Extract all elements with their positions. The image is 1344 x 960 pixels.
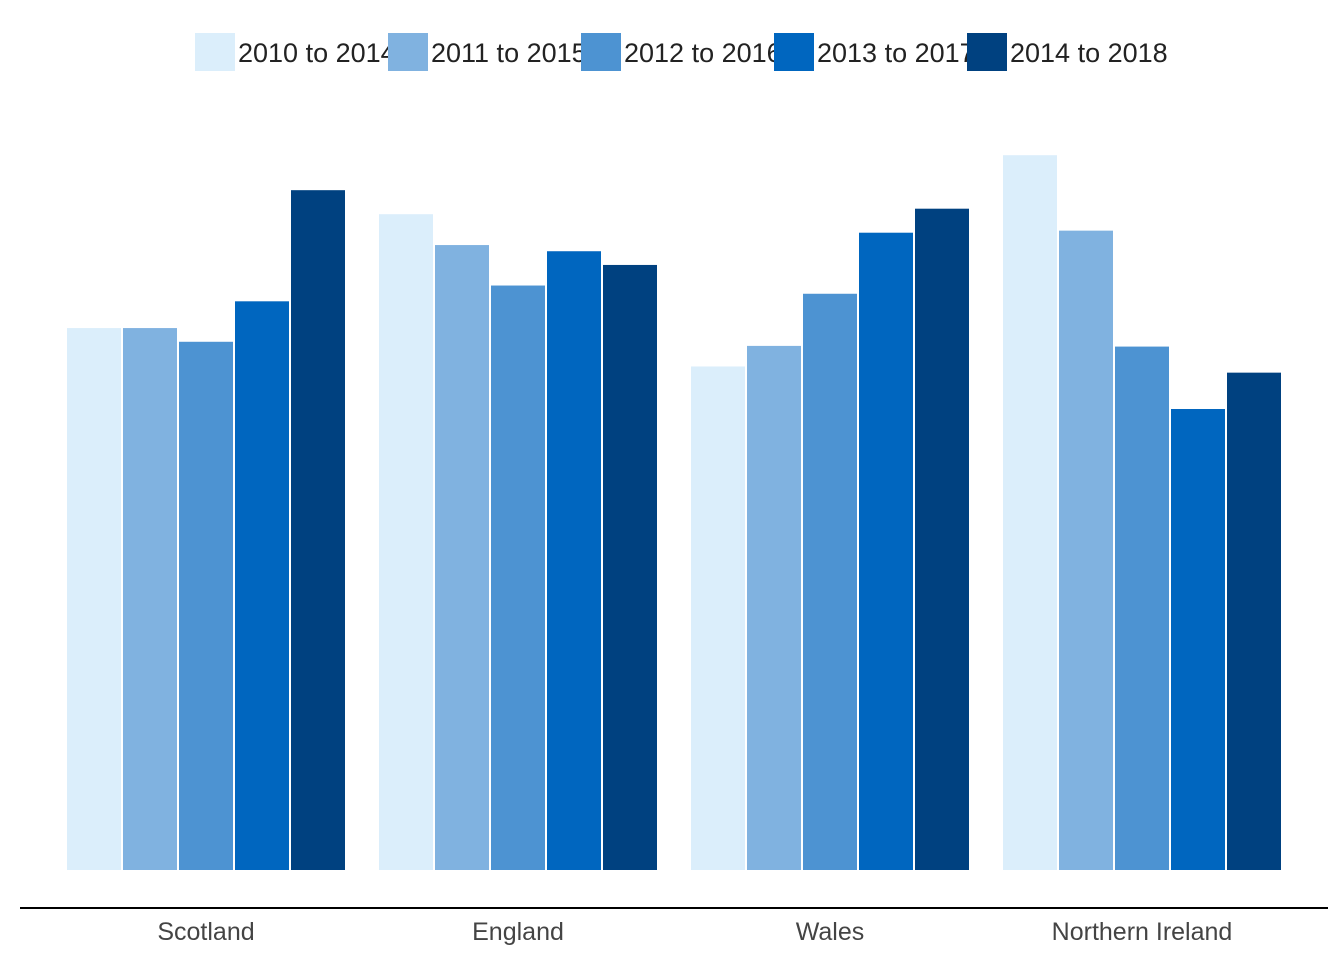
legend-swatch (195, 33, 235, 71)
bar (379, 214, 433, 870)
legend-item: 2012 to 2016 (581, 33, 782, 71)
x-tick-label: Scotland (157, 918, 254, 946)
x-tick-label: Northern Ireland (1052, 918, 1233, 946)
bar-group-2 (691, 208, 969, 871)
bar (123, 328, 177, 870)
bar (235, 301, 289, 870)
legend-label: 2014 to 2018 (1010, 38, 1168, 68)
bar (747, 345, 801, 870)
bar (491, 285, 545, 870)
bar (435, 245, 489, 870)
legend-swatch (388, 33, 428, 71)
legend-swatch (774, 33, 814, 71)
bars (67, 155, 1281, 871)
legend: 2010 to 2014 2011 to 2015 2012 to 2016 2013… (195, 33, 1168, 71)
legend-item: 2014 to 2018 (967, 33, 1168, 71)
bar (1171, 409, 1225, 870)
bar-group-3 (1003, 155, 1281, 871)
x-tick-labels: Scotland England Wales Northern Ireland (157, 918, 1232, 946)
legend-label: 2010 to 2014 (238, 38, 396, 68)
bar (179, 341, 233, 870)
bar (291, 190, 345, 870)
legend-swatch (967, 33, 1007, 71)
bar-group-0 (67, 190, 345, 870)
bar (1059, 230, 1113, 870)
x-tick-label: Wales (796, 918, 865, 946)
bar (803, 293, 857, 870)
legend-item: 2011 to 2015 (388, 33, 587, 71)
x-tick-label: England (472, 918, 564, 946)
bar-group-1 (379, 214, 657, 870)
legend-item: 2013 to 2017 (774, 33, 975, 71)
bar (1115, 346, 1169, 870)
legend-label: 2012 to 2016 (624, 38, 782, 68)
bar (859, 232, 913, 870)
bar (691, 366, 745, 870)
bar (915, 208, 969, 871)
bar (1003, 155, 1057, 871)
legend-swatch (581, 33, 621, 71)
legend-label: 2011 to 2015 (431, 38, 587, 68)
bar (603, 264, 657, 870)
bar (547, 251, 601, 870)
bar (1227, 372, 1281, 870)
legend-label: 2013 to 2017 (817, 38, 975, 68)
bar (67, 328, 121, 870)
legend-item: 2010 to 2014 (195, 33, 396, 71)
